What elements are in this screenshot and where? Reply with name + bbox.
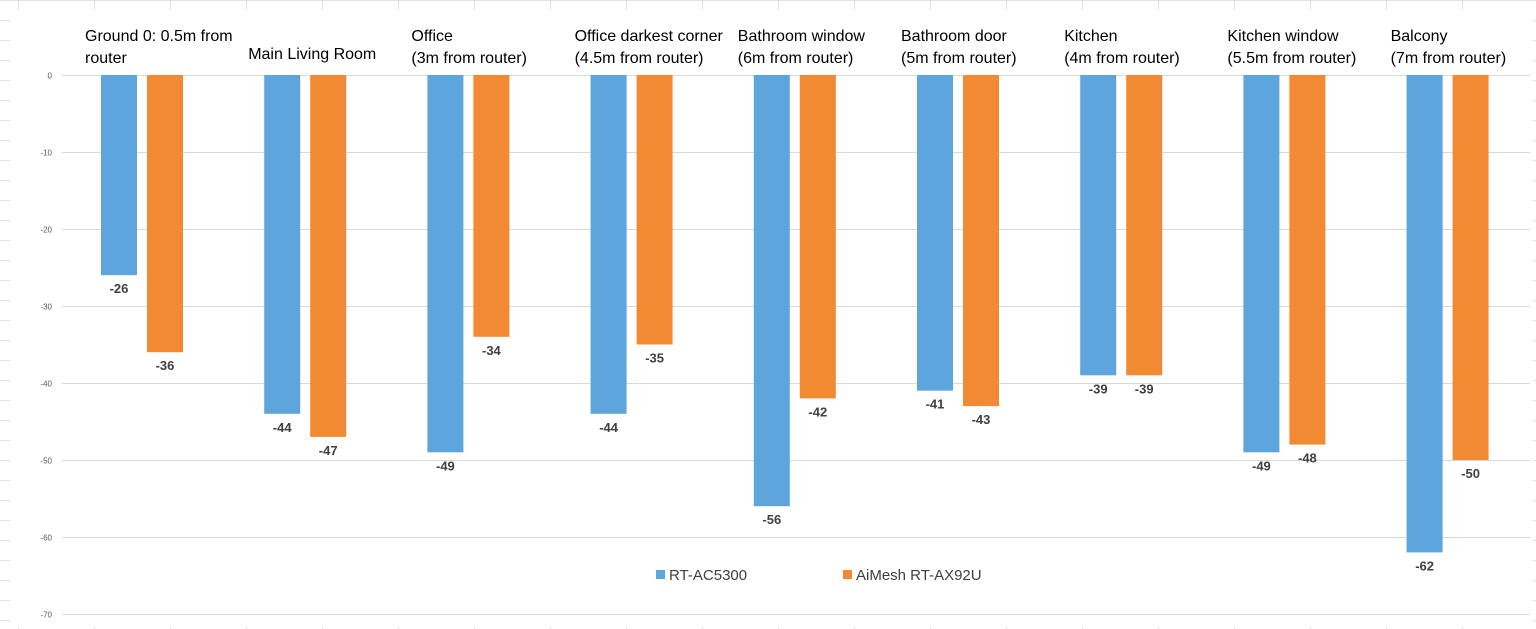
category-label-line: Kitchen window (1227, 28, 1339, 45)
y-tick-label: -10 (40, 149, 52, 158)
data-label: -44 (599, 420, 619, 435)
data-label: -26 (110, 281, 129, 296)
category-label-line: Balcony (1391, 28, 1448, 45)
category-label: Kitchen (4m from router) (1064, 28, 1180, 67)
category-label-line: (4m from router) (1064, 50, 1180, 67)
data-label: -41 (926, 397, 945, 412)
bar-rt-ac5300 (1243, 75, 1280, 453)
category-label-line: (3m from router) (411, 50, 527, 67)
bar-rt-ac5300 (1080, 75, 1117, 376)
category-label: Office (3m from router) (411, 28, 527, 67)
bar-rt-ac5300 (1406, 75, 1443, 553)
category-label: Balcony (7m from router) (1391, 28, 1507, 67)
category-label: Kitchen window (5.5m from router) (1227, 28, 1356, 67)
category-label-line: (6m from router) (738, 50, 854, 67)
y-tick-label: -20 (40, 226, 52, 235)
legend-swatch (656, 570, 665, 579)
data-label: -49 (1252, 458, 1271, 473)
category-label-line: Office darkest corner (575, 28, 724, 45)
bar-rt-ac5300 (917, 75, 953, 391)
category-label-line: Main Living Room (248, 46, 376, 63)
category-label: Bathroom window (6m from router) (738, 28, 866, 67)
legend-label: RT-AC5300 (669, 567, 747, 584)
bar-aimesh-rt-ax92u (1452, 75, 1489, 460)
data-label: -34 (482, 343, 502, 358)
category-label-line: Ground 0: 0.5m from (85, 28, 233, 45)
bar-rt-ac5300 (101, 75, 137, 276)
bar-aimesh-rt-ax92u (147, 75, 183, 353)
data-label: -39 (1089, 381, 1108, 396)
data-label: -36 (156, 358, 175, 373)
y-tick-label: 0 (48, 72, 53, 81)
data-label: -35 (645, 351, 664, 366)
bar-aimesh-rt-ax92u (963, 75, 999, 407)
bar-aimesh-rt-ax92u (473, 75, 510, 337)
data-label: -50 (1461, 466, 1480, 481)
category-label: Bathroom door (5m from router) (901, 28, 1017, 67)
y-tick-label: -40 (40, 380, 52, 389)
data-label: -39 (1135, 381, 1154, 396)
data-label: -43 (972, 412, 991, 427)
data-label: -48 (1298, 451, 1317, 466)
category-label-line: (7m from router) (1391, 50, 1507, 67)
category-label-line: Kitchen (1064, 28, 1117, 45)
y-tick-label: -60 (40, 534, 52, 543)
data-label: -56 (762, 512, 781, 527)
category-label-line: Office (411, 28, 453, 45)
category-label: Main Living Room (248, 46, 376, 63)
data-label: -44 (273, 420, 293, 435)
y-tick-label: -30 (40, 303, 52, 312)
data-label: -42 (808, 404, 827, 419)
bar-aimesh-rt-ax92u (1126, 75, 1163, 376)
legend-label: AiMesh RT-AX92U (856, 567, 982, 584)
category-label-line: (4.5m from router) (575, 50, 704, 67)
y-tick-label: -70 (40, 611, 52, 620)
category-label: Office darkest corner (4.5m from router) (575, 28, 724, 67)
bar-aimesh-rt-ax92u (1289, 75, 1326, 445)
y-tick-label: -50 (40, 457, 52, 466)
category-label: Ground 0: 0.5m from router (85, 28, 233, 67)
bar-aimesh-rt-ax92u (799, 75, 836, 399)
bar-rt-ac5300 (753, 75, 790, 507)
data-label: -62 (1415, 558, 1434, 573)
category-label-line: Bathroom window (738, 28, 866, 45)
bar-rt-ac5300 (590, 75, 627, 414)
category-label-line: Bathroom door (901, 28, 1008, 45)
category-label-line: router (85, 50, 127, 67)
bar-rt-ac5300 (427, 75, 464, 453)
data-label: -47 (319, 443, 338, 458)
bar-aimesh-rt-ax92u (310, 75, 347, 437)
data-label: -49 (436, 458, 455, 473)
bar-aimesh-rt-ax92u (636, 75, 673, 345)
category-label-line: (5.5m from router) (1227, 50, 1356, 67)
category-label-line: (5m from router) (901, 50, 1017, 67)
legend-swatch (843, 570, 852, 579)
bar-rt-ac5300 (264, 75, 301, 414)
